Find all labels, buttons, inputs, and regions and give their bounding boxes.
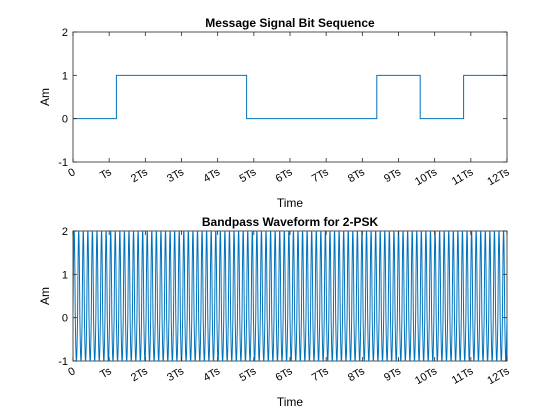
x-tick-label: 12Ts — [485, 166, 512, 188]
x-tick-label: 8Ts — [346, 365, 367, 384]
x-tick-label: 4Ts — [201, 166, 222, 185]
plot-area — [73, 231, 507, 361]
x-tick-label: 11Ts — [450, 365, 476, 387]
y-tick-label: 1 — [62, 269, 68, 281]
x-axis-label: Time — [277, 395, 304, 409]
y-tick-label: -1 — [58, 157, 68, 169]
x-tick-label: Ts — [98, 365, 114, 381]
x-tick-label: 7Ts — [310, 365, 331, 384]
x-tick-label: 6Ts — [274, 166, 295, 185]
chart-title: Message Signal Bit Sequence — [205, 16, 375, 30]
y-tick-label: 2 — [62, 27, 68, 39]
y-tick-label: -1 — [58, 356, 68, 368]
x-tick-label: 3Ts — [165, 365, 186, 384]
axes-box — [72, 31, 508, 163]
x-tick-label: 8Ts — [346, 166, 367, 185]
x-tick-label: 3Ts — [165, 166, 186, 185]
x-tick-label: 9Ts — [382, 365, 403, 384]
x-tick-label: 10Ts — [413, 365, 440, 387]
x-tick-label: 2Ts — [129, 166, 150, 185]
x-tick-label: 0 — [66, 365, 77, 378]
y-tick-label: 1 — [62, 70, 68, 82]
x-tick-label: 4Ts — [201, 365, 222, 384]
x-tick-label: 2Ts — [129, 365, 150, 384]
series-line — [73, 74, 507, 120]
x-tick-label: Ts — [98, 166, 114, 182]
x-tick-label: 6Ts — [274, 365, 295, 384]
x-tick-label: 10Ts — [413, 166, 440, 188]
x-tick-label: 5Ts — [238, 365, 259, 384]
x-tick-label: 5Ts — [238, 166, 259, 185]
y-axis-label: Am — [38, 287, 52, 305]
series-line — [73, 231, 507, 361]
x-tick-label: 7Ts — [310, 166, 331, 185]
x-tick-label: 9Ts — [382, 166, 403, 185]
y-tick-label: 2 — [62, 226, 68, 238]
x-tick-label: 0 — [66, 166, 77, 179]
plot-area — [73, 74, 507, 120]
x-tick-label: 12Ts — [485, 365, 512, 387]
chart-title: Bandpass Waveform for 2-PSK — [202, 215, 379, 229]
x-tick-label: 11Ts — [450, 166, 476, 188]
y-tick-label: 0 — [62, 114, 68, 126]
y-tick-label: 0 — [62, 313, 68, 325]
x-axis-label: Time — [277, 196, 304, 210]
y-axis-label: Am — [38, 88, 52, 106]
